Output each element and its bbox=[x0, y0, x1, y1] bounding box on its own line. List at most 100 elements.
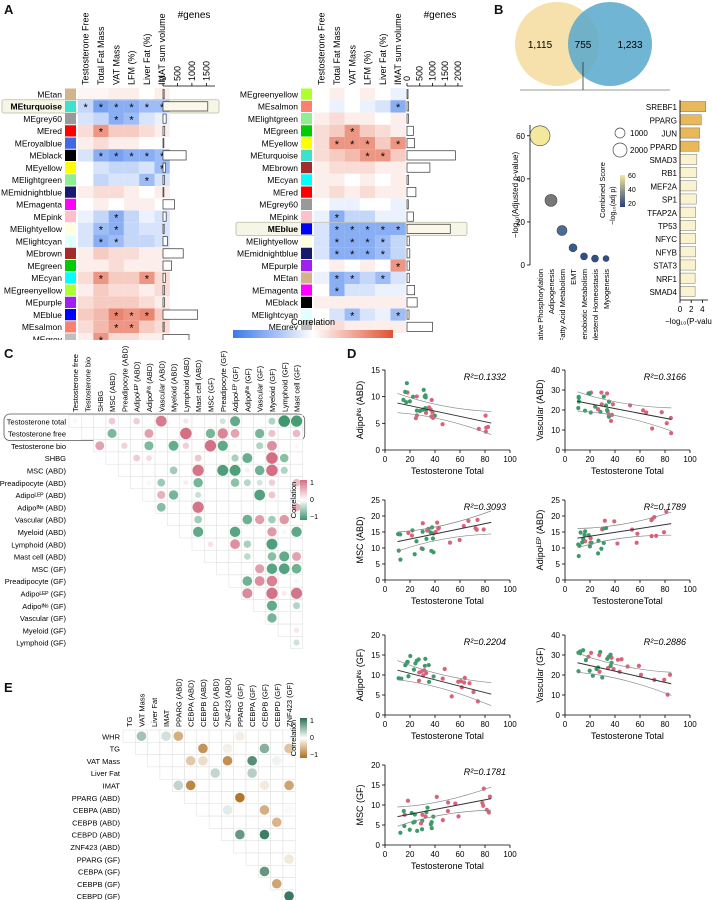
module-swatch-left bbox=[65, 247, 76, 259]
c-correlation-dot bbox=[266, 600, 278, 611]
d-x-label: Testosterone Total bbox=[591, 466, 664, 476]
e-row-label: CEBPD (ABD) bbox=[72, 831, 121, 840]
c-cell bbox=[290, 611, 303, 625]
d-point bbox=[669, 431, 674, 436]
d-r2-label: R²=0.2204 bbox=[464, 637, 506, 647]
tf-bar bbox=[679, 233, 696, 244]
c-correlation-dot bbox=[279, 551, 290, 562]
c-correlation-dot bbox=[255, 428, 265, 439]
module-name-right: MEsalmon bbox=[258, 102, 298, 112]
d-y-tick-label: 5 bbox=[376, 419, 381, 428]
heat-cell-right bbox=[329, 186, 345, 199]
d-ci-upper bbox=[397, 660, 492, 684]
d-x-tick-label: 40 bbox=[431, 720, 440, 729]
e-cell bbox=[245, 791, 259, 805]
heat-cell-left bbox=[154, 284, 170, 297]
heat-cell-left bbox=[78, 124, 94, 137]
heat-cell-right bbox=[344, 173, 360, 186]
d-x-tick-label: 60 bbox=[456, 585, 465, 594]
module-swatch-right bbox=[301, 211, 312, 223]
c-cell bbox=[130, 439, 144, 453]
heat-cell-left bbox=[78, 149, 94, 162]
d-x-tick-label: 80 bbox=[661, 720, 670, 729]
d-point bbox=[425, 528, 430, 533]
heat-cell-left bbox=[154, 333, 170, 340]
heat-cell-right bbox=[314, 296, 330, 309]
d-point bbox=[649, 518, 654, 523]
heat-cell-left bbox=[108, 161, 124, 174]
genes-title-right: #genes bbox=[424, 10, 457, 21]
d-point bbox=[582, 529, 588, 534]
c-correlation-dot bbox=[242, 588, 253, 599]
gene-bar-left bbox=[162, 174, 165, 185]
e-correlation-dot bbox=[284, 891, 294, 900]
e-correlation-dot bbox=[222, 743, 233, 754]
d-point bbox=[473, 526, 478, 531]
heat-cell-right bbox=[390, 88, 406, 101]
module-swatch-right bbox=[301, 149, 312, 161]
e-legend-title: Correlation bbox=[289, 720, 298, 757]
c-correlation-dot bbox=[182, 442, 190, 450]
d-point bbox=[605, 408, 610, 413]
gene-bar-left bbox=[162, 101, 209, 112]
heat-cell-right bbox=[390, 173, 406, 186]
heat-cell-right bbox=[359, 320, 376, 333]
d-x-tick-label: 40 bbox=[611, 585, 620, 594]
trait-label-left: IMAT sum volume bbox=[157, 13, 167, 85]
heat-cell-left bbox=[139, 186, 155, 199]
c-correlation-dot bbox=[254, 576, 265, 587]
e-cell bbox=[196, 803, 210, 817]
heat-cell-left bbox=[154, 137, 170, 150]
e-cell bbox=[208, 729, 222, 743]
heat-cell-left bbox=[154, 173, 170, 186]
c-correlation-dot bbox=[229, 526, 241, 538]
d-point bbox=[445, 808, 451, 814]
heat-cell-left bbox=[108, 137, 124, 150]
c-cell bbox=[216, 500, 230, 514]
module-swatch-right bbox=[301, 198, 312, 210]
module-name-left: MEgreenyellow bbox=[4, 285, 63, 295]
e-cell bbox=[270, 766, 284, 780]
c-cell bbox=[228, 513, 242, 526]
bubble-point bbox=[544, 194, 558, 207]
tf-bar bbox=[679, 286, 696, 297]
bubble-point bbox=[602, 255, 610, 262]
c-row-label: Adipoᴸᴱᴾ (GF) bbox=[20, 590, 66, 599]
c-correlation-dot bbox=[168, 490, 179, 500]
significance-star-right: * bbox=[381, 237, 386, 249]
module-name-right: MEpink bbox=[270, 212, 299, 222]
module-name-left: MEcyan bbox=[31, 273, 62, 283]
d-x-tick-label: 60 bbox=[636, 455, 645, 464]
d-point bbox=[398, 532, 403, 537]
heat-cell-right bbox=[314, 320, 330, 333]
significance-star-left: * bbox=[99, 102, 104, 114]
heat-cell-left bbox=[123, 149, 140, 162]
module-name-left: MEroyalblue bbox=[15, 138, 63, 148]
d-point bbox=[421, 387, 426, 392]
module-swatch-left bbox=[65, 174, 76, 186]
heat-cell-left bbox=[108, 186, 124, 199]
c-cell bbox=[277, 427, 291, 440]
d-point bbox=[588, 410, 593, 415]
heat-cell-left bbox=[123, 259, 140, 272]
module-name-left: MElightyellow bbox=[10, 224, 63, 234]
d-point bbox=[436, 526, 441, 531]
heat-cell-left bbox=[139, 210, 155, 223]
e-cell bbox=[270, 803, 284, 817]
c-cell bbox=[179, 525, 193, 539]
heat-cell-right bbox=[375, 137, 391, 150]
d-point bbox=[588, 536, 593, 541]
e-cell bbox=[282, 791, 296, 805]
heat-cell-left bbox=[93, 320, 109, 333]
c-cell bbox=[117, 414, 131, 428]
d-point bbox=[406, 674, 411, 679]
c-correlation-dot bbox=[266, 464, 278, 477]
e-column-label: CEBPA (ABD) bbox=[187, 680, 196, 727]
heat-cell-left bbox=[139, 88, 155, 101]
heat-cell-right bbox=[314, 173, 330, 186]
module-swatch-left bbox=[65, 198, 76, 210]
d-point bbox=[413, 416, 418, 421]
tf-bar bbox=[679, 206, 696, 218]
d-point bbox=[414, 394, 419, 399]
d-point bbox=[403, 389, 408, 394]
